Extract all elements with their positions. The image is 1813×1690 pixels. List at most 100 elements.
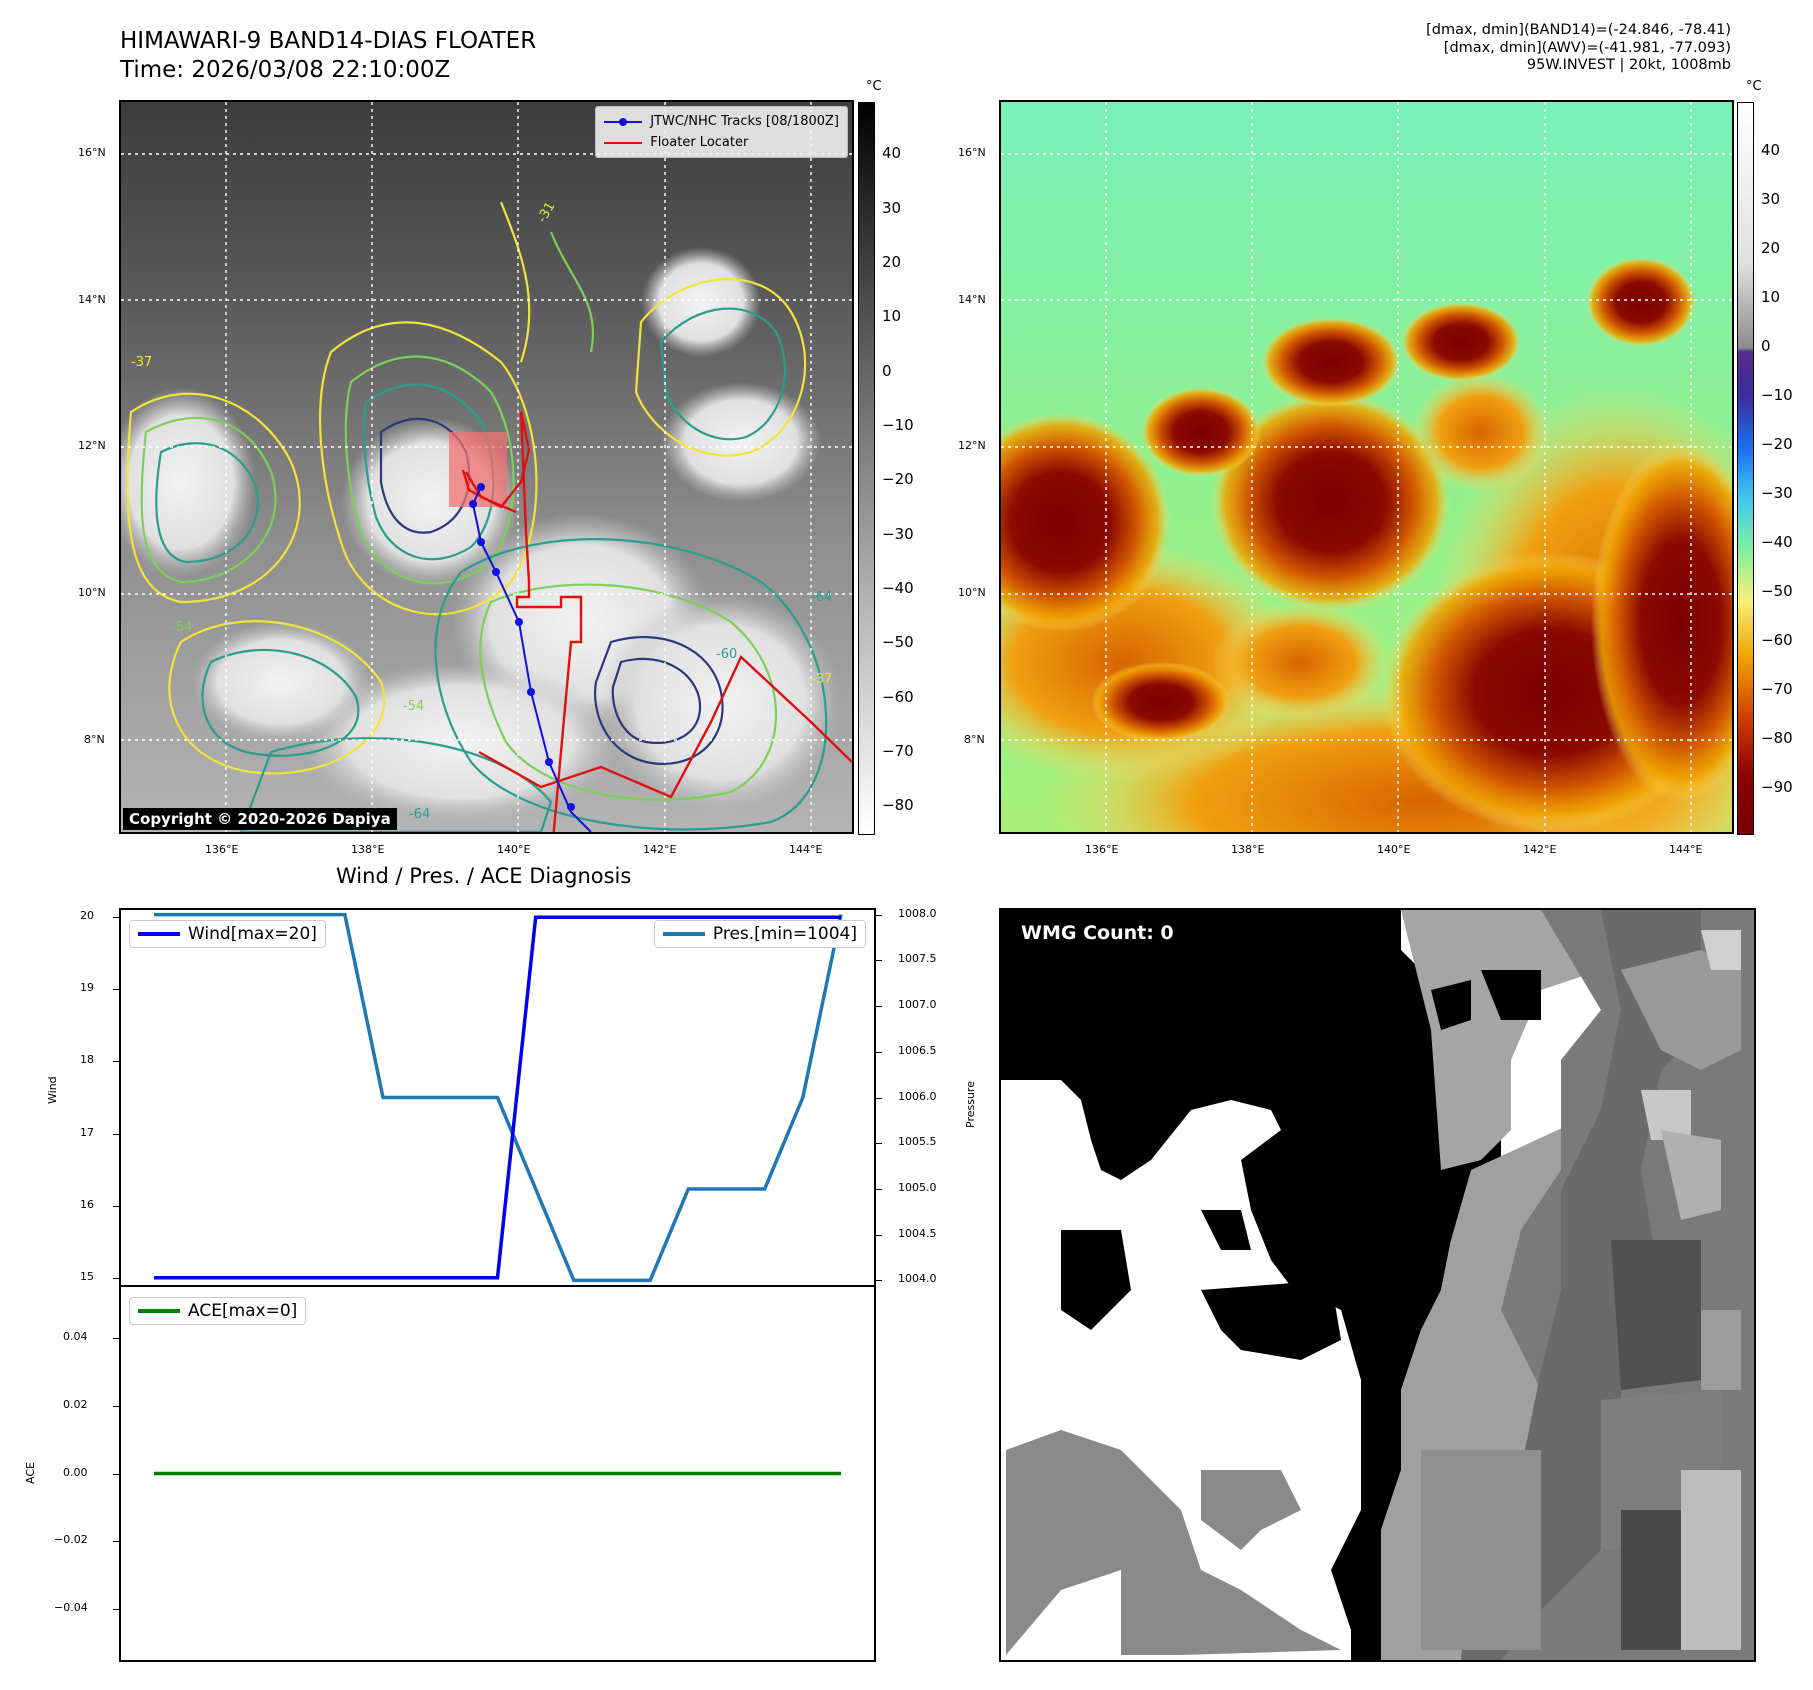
- pressure-ytick: 1004.0: [898, 1272, 937, 1286]
- legend-floater-label: Floater Locater: [650, 135, 749, 150]
- ir-legend: JTWC/NHC Tracks [08/1800Z] Floater Locat…: [595, 106, 848, 158]
- lon-tick: 142°E: [643, 843, 677, 856]
- legend-tracks-label: JTWC/NHC Tracks [08/1800Z]: [650, 114, 839, 129]
- awv-cb-tick: −10: [1761, 386, 1793, 404]
- pressure-ytick: 1008.0: [898, 906, 937, 920]
- lat-tick: 14°N: [958, 293, 986, 306]
- track-legend-swatch: [604, 117, 643, 126]
- wind-ytick-mark: [113, 1133, 119, 1135]
- lon-tick: 142°E: [1523, 843, 1557, 856]
- wind-ytick-mark: [113, 1205, 119, 1207]
- pressure-ytick: 1004.5: [898, 1226, 937, 1240]
- ir-colorbar-unit: °C: [866, 79, 882, 94]
- ir-cb-tick: 0: [882, 362, 892, 380]
- awv-cb-tick: −50: [1761, 582, 1793, 600]
- info-band14-range: [dmax, dmin](BAND14)=(-24.846, -78.41): [1426, 22, 1731, 38]
- floater-legend-swatch: [604, 141, 643, 144]
- wind-ytick-mark: [113, 1061, 119, 1063]
- pressure-legend: Pres.[min=1004]: [653, 920, 866, 948]
- floater-locater-path: [461, 411, 852, 832]
- pressure-axis-label: Pressure: [964, 1081, 977, 1128]
- lon-tick: 138°E: [351, 843, 385, 856]
- awv-cb-tick: 30: [1761, 190, 1781, 208]
- wind-ytick: 15: [80, 1269, 94, 1283]
- contour-label-4: -64: [409, 807, 431, 822]
- ir-cb-tick: −50: [882, 633, 914, 651]
- ir-cb-tick: 10: [882, 307, 902, 325]
- info-awv-range: [dmax, dmin](AWV)=(-41.981, -77.093): [1443, 39, 1731, 56]
- contour-label-6: -60: [716, 647, 738, 662]
- copyright-notice: Copyright © 2020-2026 Dapiya: [123, 808, 397, 830]
- ir-cb-tick: 30: [882, 199, 902, 217]
- wind-line: [154, 915, 841, 1280]
- ace-ytick-mark: [113, 1473, 119, 1475]
- awv-cb-tick: 10: [1761, 288, 1781, 306]
- lat-tick: 16°N: [958, 146, 986, 159]
- awv-map-graphic: [1001, 102, 1732, 832]
- wind-ytick-mark: [113, 989, 119, 991]
- awv-colorbar: [1737, 102, 1754, 835]
- ace-ytick: 0.00: [63, 1465, 88, 1479]
- pressure-legend-swatch: [662, 932, 705, 936]
- lat-tick: 10°N: [958, 586, 986, 599]
- ace-ytick-mark: [113, 1609, 119, 1611]
- ace-ytick-mark: [113, 1405, 119, 1407]
- lon-tick: 138°E: [1231, 843, 1265, 856]
- pressure-ytick-mark: [876, 1280, 882, 1282]
- ace-legend-swatch: [138, 1309, 180, 1313]
- info-storm-status: 95W.INVEST | 20kt, 1008mb: [1526, 57, 1731, 73]
- contour-label-8: -37: [811, 672, 833, 687]
- pressure-ytick: 1007.0: [898, 998, 937, 1012]
- pressure-ytick: 1005.0: [898, 1180, 937, 1194]
- ir-cb-tick: −40: [882, 579, 914, 597]
- awv-satellite-map: [999, 100, 1734, 834]
- pressure-ytick-mark: [876, 1051, 882, 1053]
- ace-ytick: −0.02: [54, 1533, 88, 1547]
- legend-row-tracks: JTWC/NHC Tracks [08/1800Z]: [604, 111, 839, 132]
- ace-ytick-mark: [113, 1337, 119, 1339]
- awv-gridlines: [1001, 102, 1732, 832]
- awv-cb-tick: −30: [1761, 484, 1793, 502]
- wind-ytick: 17: [80, 1125, 94, 1139]
- pressure-ytick-mark: [876, 1006, 882, 1008]
- ace-axis-label: ACE: [24, 1462, 37, 1484]
- wind-legend: Wind[max=20]: [129, 920, 326, 948]
- wmg-regions: [1001, 910, 1754, 1660]
- jtwc-track: [469, 483, 592, 832]
- lon-tick: 144°E: [1669, 843, 1703, 856]
- ace-svg: [154, 1471, 841, 1476]
- awv-cb-tick: −60: [1761, 631, 1793, 649]
- wind-legend-label: Wind[max=20]: [188, 924, 317, 944]
- pressure-ytick-mark: [876, 1143, 882, 1145]
- chart-title: HIMAWARI-9 BAND14-DIAS FLOATER Time: 202…: [120, 27, 536, 85]
- ir-colorbar: [858, 102, 875, 835]
- pressure-ytick: 1006.0: [898, 1089, 937, 1103]
- ir-cb-tick: −60: [882, 688, 914, 706]
- contour-label-3: -54: [171, 620, 193, 635]
- lon-tick: 140°E: [1377, 843, 1411, 856]
- wind-axis-label: Wind: [46, 1076, 59, 1104]
- ir-cb-tick: 40: [882, 144, 902, 162]
- pressure-ytick: 1006.5: [898, 1043, 937, 1057]
- ir-cb-tick: −70: [882, 742, 914, 760]
- lon-tick: 136°E: [1085, 843, 1119, 856]
- lat-tick: 8°N: [964, 733, 985, 746]
- awv-cold-cloud-regions: [1001, 257, 1732, 832]
- pressure-legend-label: Pres.[min=1004]: [712, 924, 857, 944]
- contour-label-5: -54: [403, 699, 425, 714]
- wind-pressure-plot: Wind[max=20] Pres.[min=1004]: [119, 908, 876, 1287]
- ir-satellite-map: -31 -37 -54 -64 -54 -60 -64 -37 JTWC/NHC…: [119, 100, 854, 834]
- awv-cb-tick: −40: [1761, 533, 1793, 551]
- title-time: Time: 2026/03/08 22:10:00Z: [120, 57, 451, 83]
- awv-cb-tick: −20: [1761, 435, 1793, 453]
- title-satellite: HIMAWARI-9 BAND14-DIAS FLOATER: [120, 28, 537, 54]
- awv-colorbar-unit: °C: [1746, 79, 1762, 94]
- wmg-classification-map: WMG Count: 0: [999, 908, 1756, 1662]
- lat-tick: 16°N: [78, 146, 106, 159]
- awv-cb-tick: 20: [1761, 239, 1781, 257]
- wind-ytick-mark: [113, 1277, 119, 1279]
- lon-tick: 140°E: [497, 843, 531, 856]
- lat-tick: 12°N: [78, 439, 106, 452]
- ace-ytick: 0.04: [63, 1329, 88, 1343]
- wmg-map-graphic: [1001, 910, 1754, 1660]
